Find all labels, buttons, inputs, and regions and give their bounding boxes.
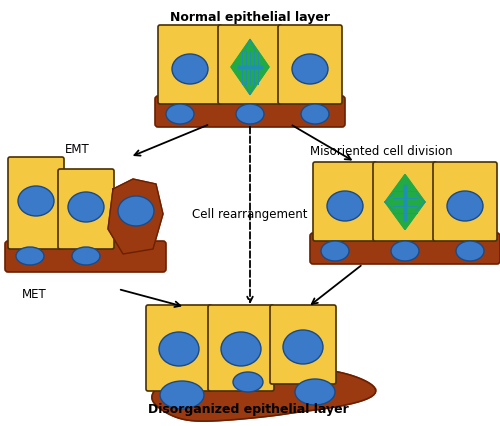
Ellipse shape — [16, 248, 44, 265]
Text: Normal epithelial layer: Normal epithelial layer — [170, 12, 330, 24]
FancyBboxPatch shape — [218, 26, 282, 105]
Ellipse shape — [166, 105, 194, 125]
Polygon shape — [108, 180, 163, 254]
Ellipse shape — [301, 105, 329, 125]
FancyBboxPatch shape — [158, 26, 222, 105]
Ellipse shape — [233, 372, 263, 392]
Ellipse shape — [72, 248, 100, 265]
FancyBboxPatch shape — [278, 26, 342, 105]
Ellipse shape — [159, 332, 199, 366]
Polygon shape — [231, 40, 269, 95]
Text: EMT: EMT — [65, 143, 90, 156]
Text: MET: MET — [22, 288, 47, 301]
Ellipse shape — [456, 242, 484, 262]
FancyBboxPatch shape — [433, 163, 497, 242]
Text: Disorganized epithelial layer: Disorganized epithelial layer — [148, 403, 348, 415]
FancyBboxPatch shape — [270, 305, 336, 384]
FancyBboxPatch shape — [313, 163, 377, 242]
Ellipse shape — [292, 55, 328, 85]
Text: Misoriented cell division: Misoriented cell division — [310, 145, 452, 158]
Ellipse shape — [447, 192, 483, 222]
Ellipse shape — [327, 192, 363, 222]
Ellipse shape — [236, 105, 264, 125]
Ellipse shape — [391, 242, 419, 262]
FancyBboxPatch shape — [8, 158, 64, 249]
FancyBboxPatch shape — [310, 233, 500, 265]
Polygon shape — [385, 175, 425, 230]
Polygon shape — [148, 354, 376, 421]
FancyBboxPatch shape — [58, 170, 114, 249]
Ellipse shape — [283, 330, 323, 364]
Ellipse shape — [18, 187, 54, 216]
Ellipse shape — [221, 332, 261, 366]
FancyBboxPatch shape — [373, 163, 437, 242]
FancyBboxPatch shape — [146, 305, 212, 391]
Text: Cell rearrangement: Cell rearrangement — [192, 208, 308, 221]
FancyBboxPatch shape — [5, 242, 166, 272]
Ellipse shape — [68, 193, 104, 222]
Ellipse shape — [160, 381, 204, 409]
Ellipse shape — [172, 55, 208, 85]
Ellipse shape — [295, 379, 335, 405]
Ellipse shape — [118, 196, 154, 227]
FancyBboxPatch shape — [155, 97, 345, 128]
Ellipse shape — [321, 242, 349, 262]
FancyBboxPatch shape — [208, 305, 274, 391]
